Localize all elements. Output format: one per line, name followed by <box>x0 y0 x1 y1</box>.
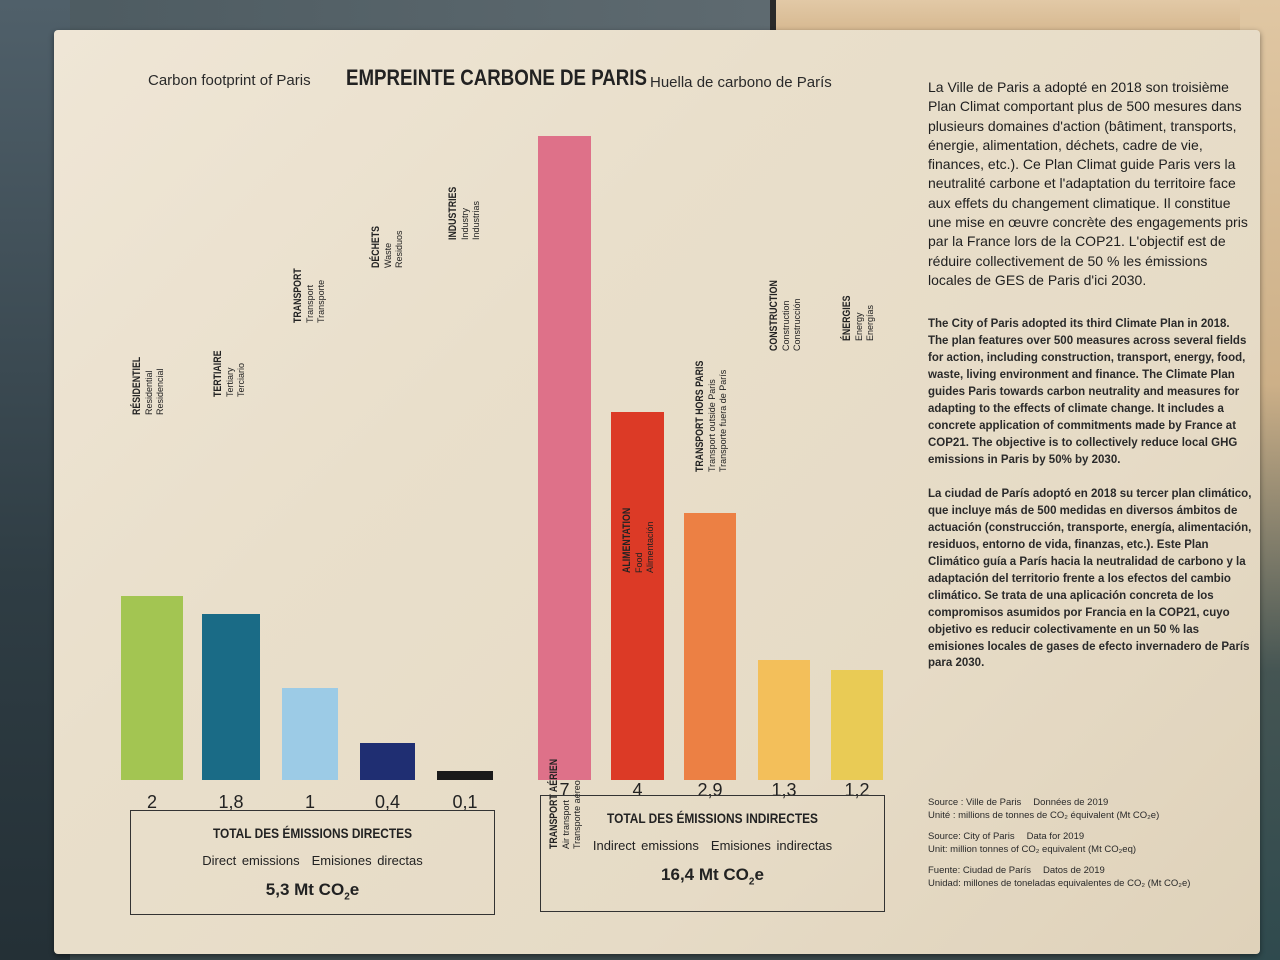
bar-value-label: 1,8 <box>218 792 244 812</box>
direct-emissions-total: 5,3 Mt CO2e <box>131 880 494 902</box>
bar-caption-main: DÉCHETS <box>370 225 382 268</box>
bar-caption-text: TRANSPORT HORS PARIS Transport outside Pa… <box>694 333 729 472</box>
bar-caption-text: RÉSIDENTIEL Residential Residencial <box>131 342 166 415</box>
bar-value-label: 0,1 <box>452 792 478 812</box>
bar-caption-text: TRANSPORT Transport Transporte <box>292 255 327 323</box>
bar-caption-spanish: Terciario <box>236 362 246 397</box>
bar-r-sidentiel <box>121 596 183 780</box>
bar-caption-text: INDUSTRIES Industry Industrias <box>447 174 482 241</box>
indirect-total-sub: 2 <box>748 876 755 888</box>
source-es-unit: Unidad: millones de toneladas equivalent… <box>928 878 1191 889</box>
description-spanish: La ciudad de París adoptó en 2018 su ter… <box>928 488 1252 670</box>
bar-alimentation <box>611 412 664 780</box>
emissions-bar-chart: RÉSIDENTIEL Residential Residencial 2 TERTIA… <box>94 110 894 930</box>
direct-emissions-subtitle: Direct emissions Emisiones directas <box>131 853 494 868</box>
bar-construction <box>758 660 810 780</box>
bar-value-label: 7 <box>559 780 570 800</box>
bar-caption-english: Food <box>634 552 644 573</box>
bar-caption-main: CONSTRUCTION <box>768 279 780 351</box>
bar-caption-main: TRANSPORT HORS PARIS <box>694 360 706 472</box>
description-column: La Ville de Paris a adopté en 2018 son t… <box>928 78 1252 672</box>
source-fr-unit: Unité : millions de tonnes de CO₂ équiva… <box>928 810 1160 821</box>
source-french: Source : Ville de Paris Données de 2019 U… <box>928 796 1248 822</box>
bar-caption-main: ÉNERGIES <box>841 295 853 342</box>
direct-total-sub: 2 <box>344 891 350 903</box>
direct-emissions-box: TOTAL DES ÉMISSIONS DIRECTES Direct emis… <box>130 810 495 915</box>
bar-caption-main: TRANSPORT <box>292 268 304 323</box>
bar-caption-english: Waste <box>383 242 393 268</box>
source-fr-label: Source : Ville de Paris <box>928 797 1022 808</box>
direct-emissions-en: Direct emissions <box>202 853 300 868</box>
direct-total-tail: e <box>349 880 360 899</box>
source-es-label: Fuente: Ciudad de París <box>928 865 1031 876</box>
direct-emissions-es: Emisiones directas <box>311 853 423 868</box>
bar-caption-main: RÉSIDENTIEL <box>131 356 143 415</box>
bar-caption-spanish: Alimentación <box>645 521 655 573</box>
source-en-data: Data for 2019 <box>1026 831 1085 842</box>
bar-caption-english: Tertiary <box>225 367 235 397</box>
title-spanish: Huella de carbono de París <box>650 74 832 91</box>
bar-caption-spanish: Energías <box>865 305 875 342</box>
bar-value-label: 1 <box>304 792 316 812</box>
bar-caption-english: Energy <box>854 312 864 342</box>
bar-d-chets <box>360 743 415 780</box>
description-english: The City of Paris adopted its third Clim… <box>928 318 1247 466</box>
bar-industries <box>437 770 493 780</box>
bar-caption-spanish: Construcción <box>792 298 802 351</box>
title-english: Carbon footprint of Paris <box>148 72 311 89</box>
indirect-emissions-es: Emisiones indirectas <box>710 838 833 853</box>
indirect-emissions-subtitle: Indirect emissions Emisiones indirectas <box>541 838 884 853</box>
bar-value-label: 0,4 <box>374 792 401 812</box>
bar-caption-spanish: Residuos <box>394 230 404 268</box>
indirect-emissions-title: TOTAL DES ÉMISSIONS INDIRECTES <box>607 810 818 826</box>
bar-caption-text: TERTIAIRE Tertiary Terciario <box>212 339 247 397</box>
bar-nergies <box>831 669 883 780</box>
bar-caption-english: Transport <box>305 284 315 323</box>
bar-value-label: 4 <box>632 780 643 800</box>
indirect-total-value: 16,4 Mt CO <box>661 865 749 884</box>
title-row: Carbon footprint of Paris EMPREINTE CARB… <box>94 64 854 104</box>
source-spanish: Fuente: Ciudad de París Datos de 2019 Uni… <box>928 864 1248 890</box>
indirect-emissions-box: TOTAL DES ÉMISSIONS INDIRECTES Indirect … <box>540 795 885 912</box>
bar-caption-text: CONSTRUCTION Construction Construcción <box>768 262 803 351</box>
bar-caption-text: ÉNERGIES Energy Energías <box>841 285 876 342</box>
source-english: Source: City of Paris Data for 2019 Unit:… <box>928 830 1248 856</box>
direct-emissions-title: TOTAL DES ÉMISSIONS DIRECTES <box>212 825 413 841</box>
bar-caption-english: Industry <box>460 208 470 241</box>
indirect-total-tail: e <box>754 865 764 884</box>
bar-tertiaire <box>202 614 260 780</box>
bar-transport <box>282 688 338 780</box>
bar-caption-main: INDUSTRIES <box>447 186 459 241</box>
bar-transport-hors-paris <box>684 513 736 780</box>
bar-caption-spanish: Transporte <box>316 279 326 323</box>
bar-caption-text: DÉCHETS Waste Residuos <box>370 215 405 268</box>
bar-caption-text: ALIMENTATION Food Alimentación <box>621 492 656 573</box>
bar-transport-a-rien <box>538 136 591 780</box>
bar-caption-spanish: Residencial <box>155 368 165 415</box>
bar-caption-english: Transport outside Paris <box>707 379 717 472</box>
bar-caption-english: Construction <box>781 300 791 351</box>
title-french: EMPREINTE CARBONE DE PARIS <box>346 65 647 90</box>
bar-caption-main: TERTIAIRE <box>212 350 224 397</box>
description-french: La Ville de Paris a adopté en 2018 son t… <box>928 79 1248 288</box>
bar-caption-main: ALIMENTATION <box>621 507 633 573</box>
sources-block: Source : Ville de Paris Données de 2019 U… <box>928 796 1248 898</box>
indirect-emissions-en: Indirect emissions <box>592 838 699 853</box>
indirect-emissions-total: 16,4 Mt CO2e <box>541 865 884 887</box>
source-en-label: Source: City of Paris <box>928 831 1015 842</box>
bar-caption-spanish: Transporte fuera de París <box>718 369 728 472</box>
bar-caption-english: Residential <box>144 370 154 415</box>
bar-value-label: 2 <box>146 792 158 812</box>
source-fr-data: Données de 2019 <box>1033 797 1109 808</box>
bar-caption-spanish: Industrias <box>471 201 481 241</box>
source-en-unit: Unit: million tonnes of CO₂ equivalent (… <box>928 844 1137 855</box>
source-es-data: Datos de 2019 <box>1042 865 1105 876</box>
direct-total-value: 5,3 Mt CO <box>265 880 345 899</box>
